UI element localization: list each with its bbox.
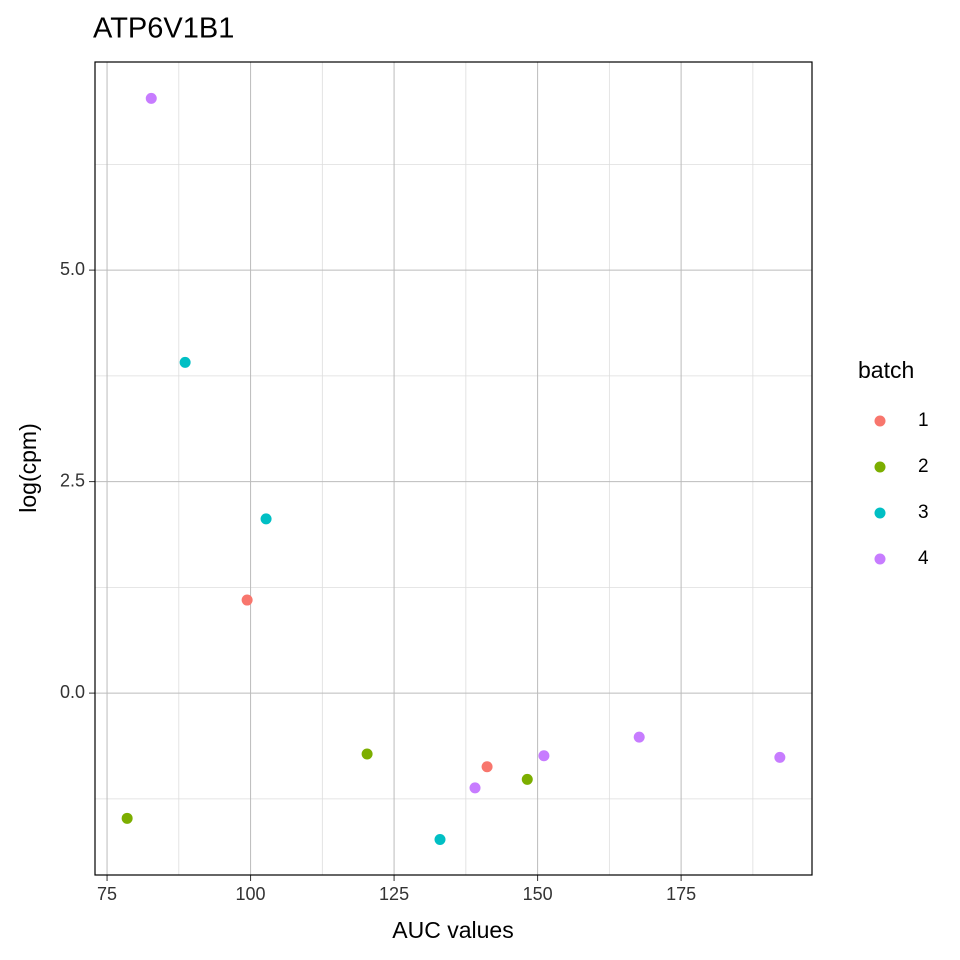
point xyxy=(538,750,550,762)
x-tick-label: 75 xyxy=(97,884,117,904)
x-tick-label: 150 xyxy=(523,884,553,904)
legend-key xyxy=(874,507,886,519)
point xyxy=(774,751,786,763)
point xyxy=(260,513,272,525)
legend-key xyxy=(874,553,886,565)
y-axis-title: log(cpm) xyxy=(15,423,41,512)
x-tick-label: 175 xyxy=(666,884,696,904)
point xyxy=(179,356,191,368)
legend-label: 4 xyxy=(918,548,929,569)
legend-key xyxy=(874,461,886,473)
x-tick-label: 125 xyxy=(379,884,409,904)
point xyxy=(521,773,533,785)
legend-key xyxy=(874,415,886,427)
point xyxy=(434,833,446,845)
panel-border xyxy=(94,61,813,876)
legend-title: batch xyxy=(858,357,914,383)
point xyxy=(469,782,481,794)
point xyxy=(241,594,253,606)
legend-label: 2 xyxy=(918,456,929,477)
point xyxy=(145,92,157,104)
legend-label: 3 xyxy=(918,502,929,523)
y-tick-label: 5.0 xyxy=(60,259,85,279)
y-tick-label: 2.5 xyxy=(60,470,85,490)
panel xyxy=(95,62,812,875)
point xyxy=(481,761,493,773)
x-axis-title: AUC values xyxy=(392,917,513,943)
x-tick-label: 100 xyxy=(236,884,266,904)
legend-label: 1 xyxy=(918,410,929,431)
point xyxy=(121,812,133,824)
point xyxy=(633,731,645,743)
chart-title: ATP6V1B1 xyxy=(93,13,234,45)
point xyxy=(361,748,373,760)
y-tick-label: 0.0 xyxy=(60,682,85,702)
